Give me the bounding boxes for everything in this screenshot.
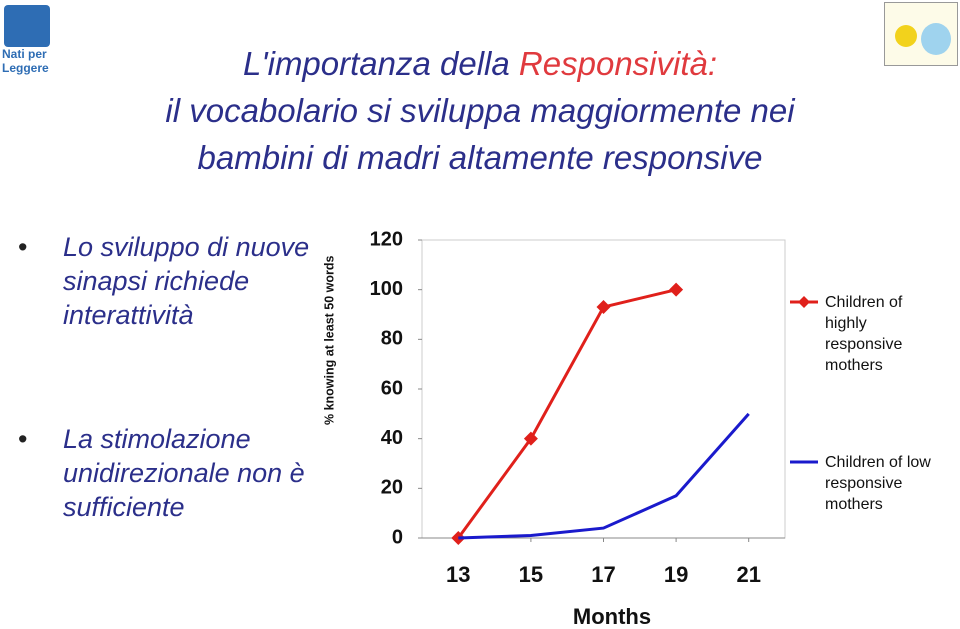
legend-marker bbox=[798, 296, 810, 308]
logo-icon bbox=[4, 5, 50, 47]
title-highlight: Responsività: bbox=[518, 45, 718, 82]
y-tick-label: 40 bbox=[381, 427, 403, 449]
x-tick-label: 15 bbox=[519, 562, 543, 587]
y-tick-label: 0 bbox=[392, 526, 403, 548]
title-line: bambini di madri altamente responsive bbox=[197, 139, 763, 176]
logo-text: Leggere bbox=[2, 61, 49, 75]
x-axis-label: Months bbox=[573, 604, 651, 629]
corner-illustration bbox=[884, 2, 958, 66]
y-tick-label: 100 bbox=[370, 278, 403, 300]
bird bbox=[895, 25, 917, 47]
legend-label: Children of low responsive mothers bbox=[825, 454, 931, 513]
point bbox=[596, 300, 611, 315]
x-tick-label: 13 bbox=[446, 562, 470, 587]
baby-face bbox=[921, 23, 951, 55]
y-axis-label: % knowing at least 50 words bbox=[322, 255, 336, 425]
logo: Nati per Leggere bbox=[2, 5, 54, 83]
x-tick-label: 17 bbox=[591, 562, 615, 587]
legend-label: Children of highly responsive mothers bbox=[825, 294, 903, 374]
y-tick-label: 60 bbox=[381, 377, 403, 399]
bullet-text: La stimolazione unidirezionale non è suf… bbox=[63, 424, 305, 522]
x-tick-label: 19 bbox=[664, 562, 688, 587]
series-line bbox=[458, 412, 750, 540]
title-line: L'importanza della Responsività: bbox=[0, 45, 960, 83]
plot-frame bbox=[421, 239, 786, 539]
point bbox=[669, 282, 684, 297]
y-tick-label: 120 bbox=[370, 228, 403, 250]
bullet-text: Lo sviluppo di nuove sinapsi richiede in… bbox=[63, 232, 310, 330]
y-tick-label: 20 bbox=[381, 477, 403, 499]
series-line bbox=[457, 288, 677, 539]
point bbox=[523, 431, 538, 446]
logo-text: Nati per bbox=[2, 47, 47, 61]
title-text: L'importanza della bbox=[242, 45, 519, 82]
title-line: il vocabolario si sviluppa maggiormente … bbox=[165, 92, 795, 129]
y-tick-label: 80 bbox=[381, 328, 403, 350]
x-tick-label: 21 bbox=[736, 562, 760, 587]
